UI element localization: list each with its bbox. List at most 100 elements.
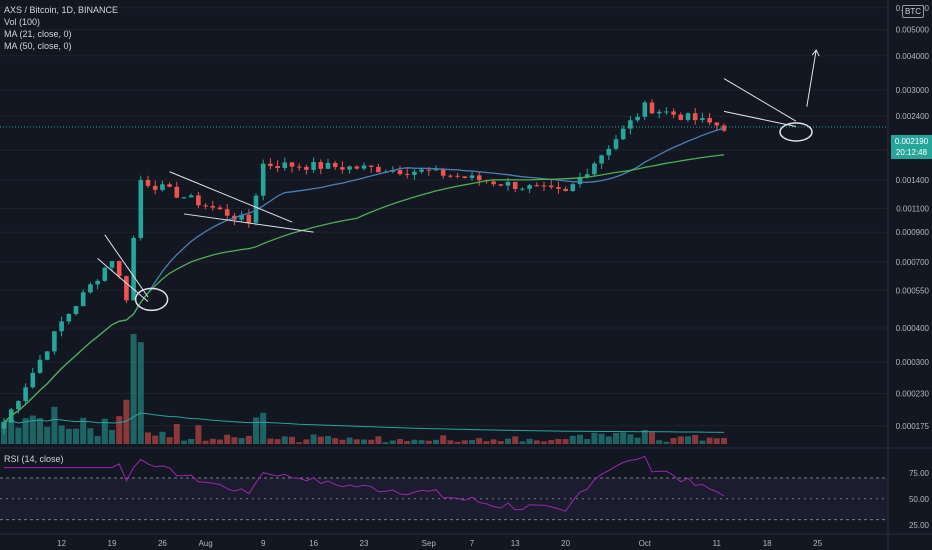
volume-bar (670, 437, 677, 444)
volume-bar (418, 440, 425, 444)
candle-body (124, 276, 129, 301)
volume-bar (51, 406, 58, 444)
volume-bar (15, 427, 22, 444)
candle-body (174, 186, 180, 198)
time-tick-label: 18 (763, 539, 772, 548)
volume-bar (217, 439, 223, 444)
time-tick-label: 7 (470, 539, 475, 548)
up-arrow (806, 49, 817, 107)
candle-body (246, 214, 252, 223)
volume-bar (22, 418, 29, 444)
candle-body (188, 195, 194, 198)
candle-body (606, 148, 612, 156)
price-tick-label: 0.000700 (896, 258, 930, 267)
highlight-ellipse (779, 122, 813, 142)
volume-bar (641, 430, 648, 444)
current-price-badge: 0.002190 20:12:48 (891, 135, 932, 159)
volume-bar (692, 435, 699, 444)
volume-bar (505, 438, 511, 444)
volume-bar (656, 440, 663, 444)
rsi-line (4, 455, 725, 512)
time-tick-label: 23 (360, 539, 369, 548)
volume-bar (433, 439, 439, 444)
candle-body (685, 113, 691, 120)
candle-body (376, 166, 381, 173)
candle-body (138, 180, 144, 238)
volume-bar (94, 435, 101, 444)
candle-body (505, 181, 511, 186)
volume-bar (447, 440, 454, 444)
candle-body (721, 125, 727, 131)
candle-body (520, 188, 525, 190)
candle-body (152, 185, 158, 190)
candle-body (584, 174, 590, 178)
volume-bar (267, 438, 274, 444)
candle-body (620, 128, 626, 140)
candle-body (707, 118, 712, 123)
rsi-pane (0, 447, 932, 521)
candle-body (664, 111, 669, 113)
volume-bar (577, 434, 583, 444)
candle-body (649, 102, 655, 114)
volume-bar (627, 434, 634, 444)
price-tick-label: 0.000300 (896, 358, 930, 367)
volume-bar (706, 437, 713, 444)
candle-body (426, 169, 432, 171)
volume-bar (339, 439, 346, 444)
volume-bar (289, 436, 295, 444)
volume-bar (584, 439, 591, 444)
price-tick-label: 0.000550 (896, 286, 930, 295)
volume-bar (397, 438, 403, 444)
current-price-value: 0.002190 (894, 137, 929, 146)
price-tick-label: 0.004000 (896, 52, 930, 61)
volume-bar (361, 439, 367, 444)
volume-bar (699, 440, 706, 444)
vol-legend: Vol (100) (4, 17, 41, 27)
volume-bar (591, 432, 598, 444)
candle-body (656, 111, 662, 114)
candle-body (340, 167, 345, 170)
volume-bar (116, 416, 123, 444)
candle-body (476, 175, 482, 181)
volume-bar (109, 429, 115, 444)
time-tick-label: 26 (158, 539, 167, 548)
volume-bar (123, 399, 130, 444)
candle-body (30, 372, 36, 388)
price-tick-label: 0.001100 (896, 204, 929, 213)
volume-bar (260, 412, 267, 444)
candle-body (433, 168, 439, 171)
price-tick-label: 0.001400 (896, 176, 930, 185)
currency-badge[interactable]: BTC (902, 5, 924, 18)
volume-bar (274, 439, 281, 444)
ma50-legend: MA (50, close, 0) (4, 41, 72, 51)
pennant-lower-line (723, 110, 797, 127)
candle-body (541, 185, 547, 187)
candle-body (491, 181, 496, 185)
candle-body (419, 169, 424, 172)
pennant-upper-line (723, 78, 797, 122)
time-tick-label: 16 (309, 539, 318, 548)
candle-body (37, 359, 43, 373)
symbol-title: AXS / Bitcoin, 1D, BINANCE (4, 5, 119, 15)
pennant-upper-line (104, 234, 149, 298)
time-tick-label: 20 (561, 539, 570, 548)
candle-body (59, 321, 64, 332)
candle-body (599, 155, 604, 164)
candle-body (145, 180, 151, 186)
pennant-upper-line (169, 171, 293, 223)
candle-body (332, 162, 338, 168)
volume-bar (137, 342, 144, 444)
candle-body (642, 102, 648, 117)
time-tick-label: 12 (57, 539, 66, 548)
candle-body (592, 163, 597, 175)
volume-bar (58, 425, 65, 444)
volume-bar (404, 441, 411, 444)
candle-body (563, 188, 568, 192)
candle-body (203, 205, 208, 207)
volume-bar (303, 439, 310, 444)
ma50-line (3, 154, 725, 423)
volume-bar (296, 442, 303, 444)
volume-bar (181, 440, 187, 444)
candle-body (628, 120, 633, 129)
